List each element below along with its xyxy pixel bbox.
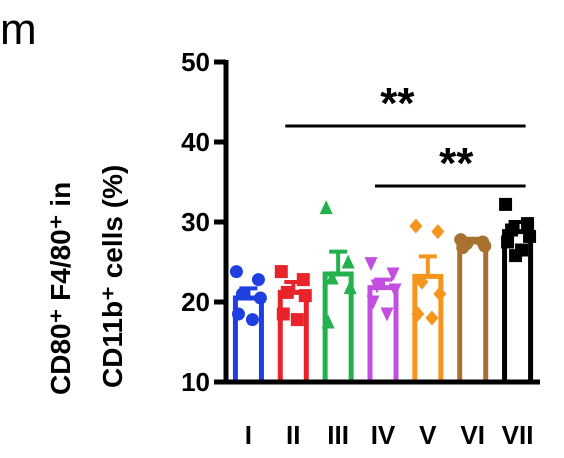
data-point-VI [478, 239, 492, 253]
data-point-IV [388, 283, 402, 298]
x-category-label: III [327, 420, 349, 450]
y-axis-label-line2: CD11b⁺ cells (%) [97, 165, 128, 388]
data-point-I [253, 291, 267, 305]
data-point-II [290, 313, 304, 327]
significance-label: ** [380, 79, 415, 128]
data-point-III [325, 270, 339, 285]
x-axis-categories: I II III IV V VI VII [245, 420, 534, 450]
data-point-IV [366, 295, 380, 310]
data-point-I [235, 287, 249, 301]
panel-label: m [0, 5, 37, 54]
data-point-I [231, 307, 245, 321]
bar-VI [457, 239, 489, 385]
y-tick-label: 40 [181, 127, 210, 157]
y-tick-label: 50 [181, 47, 210, 77]
x-category-label: II [286, 420, 300, 450]
data-point-IV [370, 279, 384, 294]
y-axis-label-line1-group: CD80⁺ F4/80⁺ in [45, 182, 76, 395]
data-point-II [280, 285, 294, 299]
data-point-VII [499, 197, 513, 211]
data-point-II [274, 265, 288, 279]
data-point-II [298, 289, 312, 303]
x-category-label: I [245, 420, 252, 450]
data-point-V [433, 286, 447, 302]
y-tick-label: 10 [181, 367, 210, 397]
y-axis-ticks: 10 20 30 40 50 [181, 47, 226, 397]
data-point-VII [501, 235, 515, 249]
x-category-label: V [419, 420, 437, 450]
x-category-label: VII [502, 420, 534, 450]
y-tick-label: 30 [181, 207, 210, 237]
y-axis-label-line2-group: CD11b⁺ cells (%) [97, 165, 128, 388]
y-tick-label: 20 [181, 287, 210, 317]
x-category-label: IV [371, 420, 396, 450]
data-point-III [341, 254, 355, 269]
bar-II [277, 289, 309, 385]
x-category-label: VI [460, 420, 485, 450]
data-point-I [251, 273, 265, 287]
y-axis-label-line1: CD80⁺ F4/80⁺ in [45, 182, 76, 395]
axes [223, 60, 540, 385]
data-point-III [343, 280, 357, 295]
significance-annotations: ** ** [285, 79, 526, 188]
data-point-V [411, 306, 425, 322]
data-point-IV [380, 307, 394, 322]
data-point-IV [364, 257, 378, 272]
data-point-V [415, 274, 429, 290]
data-point-III [319, 200, 333, 215]
data-points [229, 197, 537, 329]
data-point-II [276, 307, 290, 321]
data-point-I [229, 265, 243, 279]
data-point-III [321, 314, 335, 329]
data-point-V [409, 218, 423, 234]
data-point-IV [386, 267, 400, 282]
data-point-VII [523, 229, 537, 243]
data-point-VII [509, 249, 523, 263]
data-point-VI [456, 241, 470, 255]
data-point-I [245, 313, 259, 327]
data-point-II [296, 273, 310, 287]
data-point-V [431, 224, 445, 240]
data-point-VII [505, 223, 519, 237]
data-point-VII [521, 217, 535, 231]
data-point-V [425, 310, 439, 326]
significance-label: ** [439, 139, 474, 188]
